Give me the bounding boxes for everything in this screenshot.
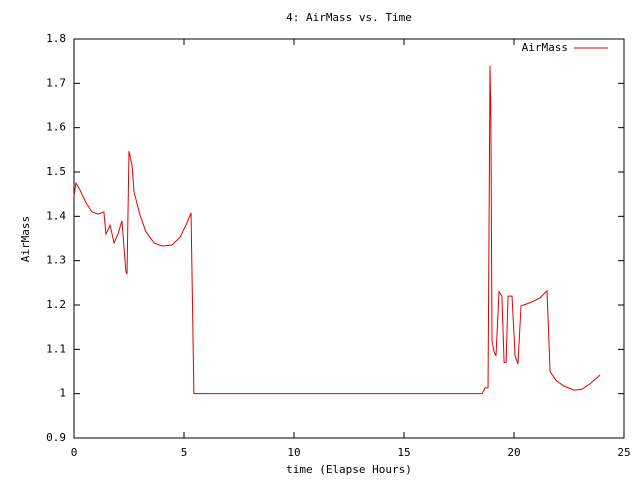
legend-label: AirMass — [522, 41, 568, 54]
y-tick-label: 1.8 — [46, 32, 66, 45]
y-tick-label: 1.6 — [46, 121, 66, 134]
x-tick-label: 15 — [397, 446, 410, 459]
x-tick-label: 10 — [287, 446, 300, 459]
y-tick-label: 0.9 — [46, 431, 66, 444]
y-tick-label: 1.1 — [46, 342, 66, 355]
plot-border — [73, 38, 625, 439]
x-tick-label: 0 — [71, 446, 78, 459]
y-tick-label: 1.4 — [46, 209, 66, 222]
x-tick-label: 25 — [617, 446, 630, 459]
x-tick-label: 5 — [181, 446, 188, 459]
y-tick-label: 1.3 — [46, 254, 66, 267]
y-tick-label: 1.2 — [46, 298, 66, 311]
y-tick-label: 1.5 — [46, 165, 66, 178]
data-line — [73, 65, 601, 395]
y-tick-label: 1 — [59, 387, 66, 400]
y-tick-label: 1.7 — [46, 76, 66, 89]
x-tick-label: 20 — [507, 446, 520, 459]
y-axis-label: AirMass — [19, 216, 32, 262]
chart-title: 4: AirMass vs. Time — [286, 11, 412, 24]
x-axis-label: time (Elapse Hours) — [286, 463, 412, 476]
